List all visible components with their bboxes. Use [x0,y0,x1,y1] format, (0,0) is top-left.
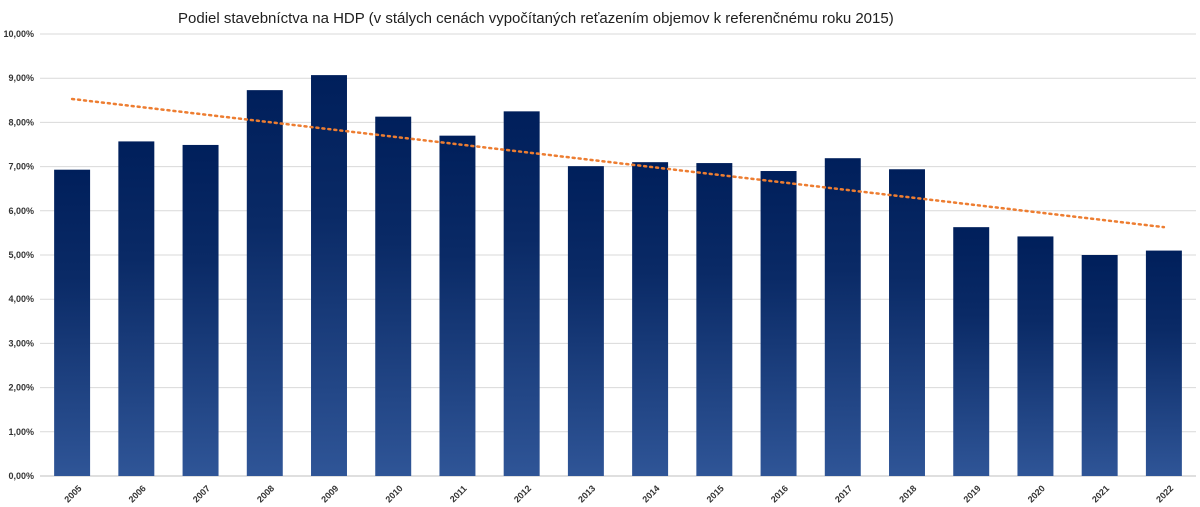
y-tick-label: 8,00% [8,117,34,127]
y-axis-tick-labels: 0,00% 1,00% 2,00% 3,00% 4,00% 5,00% 6,00% 7,00%… [3,29,34,481]
bar-2006 [118,141,155,476]
bar-2019 [953,227,990,476]
x-tick-label: 2011 [448,483,469,504]
x-tick-label: 2022 [1154,483,1175,504]
bar-2020 [1017,236,1054,476]
bar-2013 [567,166,604,476]
x-tick-label: 2006 [127,483,148,504]
bar-2011 [439,135,476,476]
trendline-layer [70,97,1166,229]
x-tick-label: 2013 [576,483,597,504]
x-tick-label: 2007 [191,483,212,504]
y-tick-label: 7,00% [8,162,34,172]
y-tick-label: 4,00% [8,294,34,304]
x-tick-label: 2020 [1026,483,1047,504]
trendline [70,97,1166,229]
y-tick-label: 3,00% [8,338,34,348]
y-tick-label: 10,00% [3,29,34,39]
x-axis-tick-labels: 2005 2006 2007 2008 2009 2010 2011 2012 2013 2014… [62,483,1175,504]
x-tick-label: 2015 [705,483,726,504]
x-tick-label: 2008 [255,483,276,504]
bar-2018 [889,169,925,476]
x-tick-label: 2005 [62,483,83,504]
bar-2015 [696,163,733,476]
y-tick-label: 9,00% [8,73,34,83]
y-tick-label: 6,00% [8,206,34,216]
y-tick-label: 2,00% [8,383,34,393]
bar-2008 [246,90,283,476]
bar-2010 [375,116,412,477]
bar-2017 [824,158,861,476]
bar-2012 [503,111,540,476]
y-tick-label: 0,00% [8,471,34,481]
x-tick-label: 2018 [897,483,918,504]
x-tick-label: 2009 [319,483,340,504]
bar-2007 [182,144,219,476]
bar-2009 [311,75,347,476]
x-tick-label: 2014 [640,483,661,504]
bar-2016 [760,171,797,476]
x-tick-label: 2016 [769,483,790,504]
y-tick-label: 1,00% [8,427,34,437]
y-tick-label: 5,00% [8,250,34,260]
x-tick-label: 2012 [512,483,533,504]
x-tick-label: 2019 [961,483,982,504]
x-tick-label: 2017 [833,483,854,504]
x-tick-label: 2021 [1090,483,1111,504]
grid-lines [40,33,1196,477]
bars [54,75,1182,477]
bar-2021 [1081,255,1118,476]
chart-title: Podiel stavebníctva na HDP (v stálych ce… [178,10,894,27]
bar-2022 [1145,250,1182,476]
x-tick-label: 2010 [383,483,404,504]
bar-2005 [54,169,91,476]
bar-2014 [632,162,669,476]
